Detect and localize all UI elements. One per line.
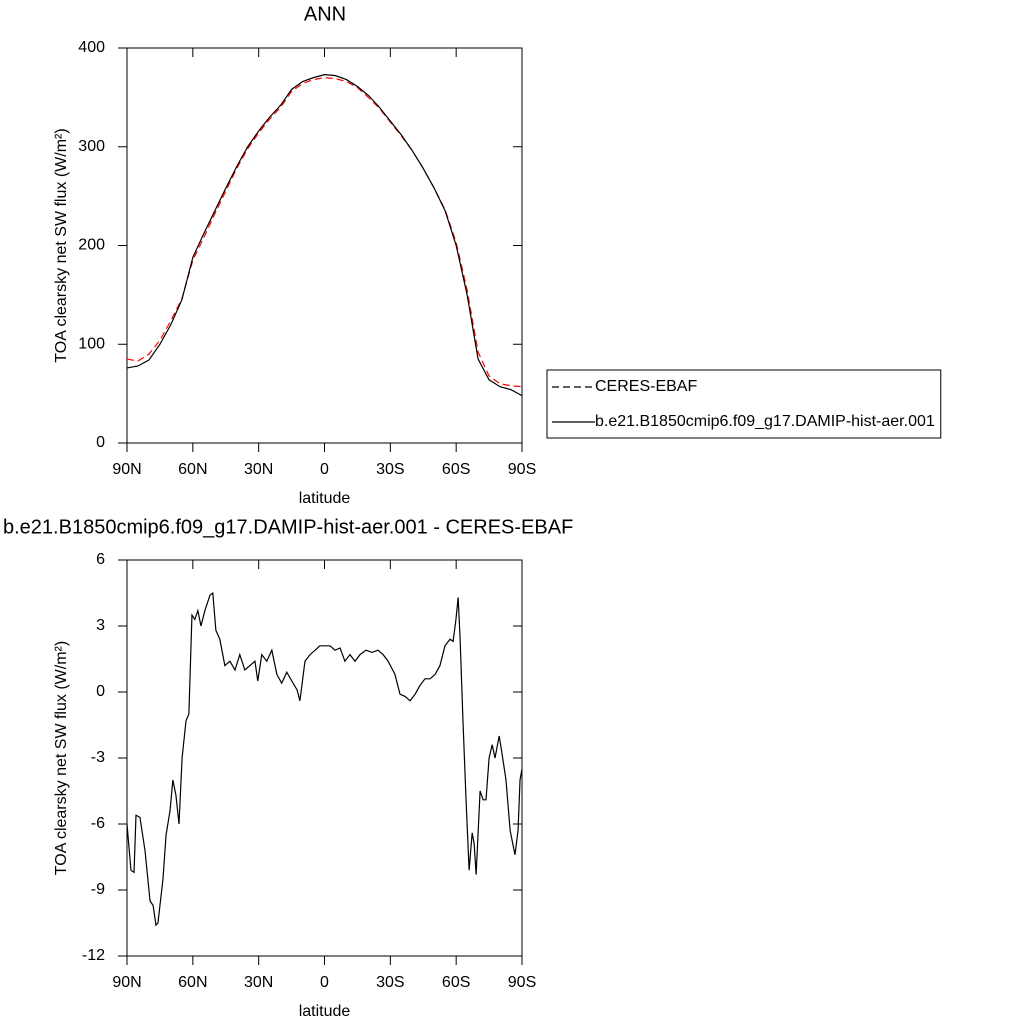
x-tick-label: 30N (244, 974, 273, 991)
legend-label: CERES-EBAF (595, 378, 697, 395)
data-line (126, 77, 523, 388)
x-tick-label: 90N (112, 974, 141, 991)
y-tick-label: 200 (78, 237, 105, 254)
x-tick-label: 90S (508, 974, 536, 991)
y-tick-label: -6 (91, 815, 105, 832)
x-tick-label: 60N (178, 974, 207, 991)
y-tick-label: 0 (96, 683, 105, 700)
y-axis-label: TOA clearsky net SW flux (W/m²) (53, 128, 70, 362)
x-tick-label: 90S (508, 461, 536, 478)
x-tick-label: 30N (244, 461, 273, 478)
data-line (126, 74, 523, 397)
y-tick-label: 100 (78, 335, 105, 352)
x-tick-label: 60S (442, 461, 470, 478)
x-tick-label: 60S (442, 974, 470, 991)
y-tick-label: 3 (96, 617, 105, 634)
x-tick-label: 0 (320, 974, 329, 991)
x-tick-label: 30S (376, 461, 404, 478)
x-axis-label: latitude (299, 490, 351, 507)
plot-frame (126, 47, 523, 444)
data-line (126, 591, 523, 927)
x-tick-label: 90N (112, 461, 141, 478)
legend-box (546, 369, 942, 439)
y-axis-label: TOA clearsky net SW flux (W/m²) (53, 641, 70, 875)
x-axis-label: latitude (299, 1003, 351, 1020)
chart-title: b.e21.B1850cmip6.f09_g17.DAMIP-hist-aer.… (3, 516, 573, 538)
x-tick-label: 0 (320, 461, 329, 478)
y-tick-label: -9 (91, 881, 105, 898)
legend: CERES-EBAF b.e21.B1850cmip6.f09_g17.DAMIP… (546, 369, 942, 439)
y-tick-label: -3 (91, 749, 105, 766)
chart-title: ANN (304, 3, 346, 25)
y-tick-label: 0 (96, 434, 105, 451)
y-tick-label: 400 (78, 39, 105, 56)
plot-frame (126, 559, 523, 957)
y-tick-label: -12 (82, 947, 105, 964)
y-tick-label: 6 (96, 551, 105, 568)
legend-label: b.e21.B1850cmip6.f09_g17.DAMIP-hist-aer.… (595, 413, 935, 430)
x-tick-label: 60N (178, 461, 207, 478)
y-tick-label: 300 (78, 138, 105, 155)
x-tick-label: 30S (376, 974, 404, 991)
